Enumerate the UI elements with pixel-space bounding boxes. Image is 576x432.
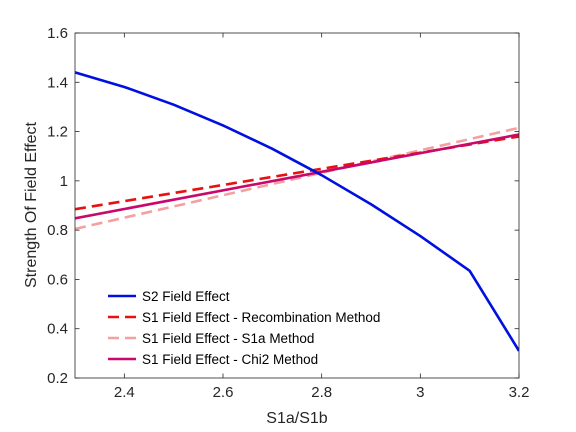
x-tick-label: 2.8 <box>311 384 332 401</box>
legend-entry-2: S1 Field Effect - Recombination Method <box>142 310 380 325</box>
y-tick-label: 1.2 <box>47 124 68 141</box>
y-tick-label: 0.4 <box>47 321 68 338</box>
y-axis-label: Strength Of Field Effect <box>23 121 40 288</box>
y-tick-label: 0.6 <box>47 271 68 288</box>
legend-entry-1: S2 Field Effect <box>142 289 230 304</box>
x-tick-label: 3.2 <box>509 384 530 401</box>
x-axis-label: S1a/S1b <box>266 410 327 427</box>
x-tick-label: 3 <box>416 384 424 401</box>
x-tick-label: 2.6 <box>213 384 234 401</box>
y-tick-label: 1.4 <box>47 74 68 91</box>
y-tick-label: 1 <box>60 173 68 190</box>
legend-entry-4: S1 Field Effect - Chi2 Method <box>142 352 318 367</box>
y-tick-label: 1.6 <box>47 25 68 42</box>
y-tick-label: 0.2 <box>47 370 68 387</box>
y-tick-label: 0.8 <box>47 222 68 239</box>
x-tick-label: 2.4 <box>114 384 135 401</box>
legend-entry-3: S1 Field Effect - S1a Method <box>142 331 314 346</box>
